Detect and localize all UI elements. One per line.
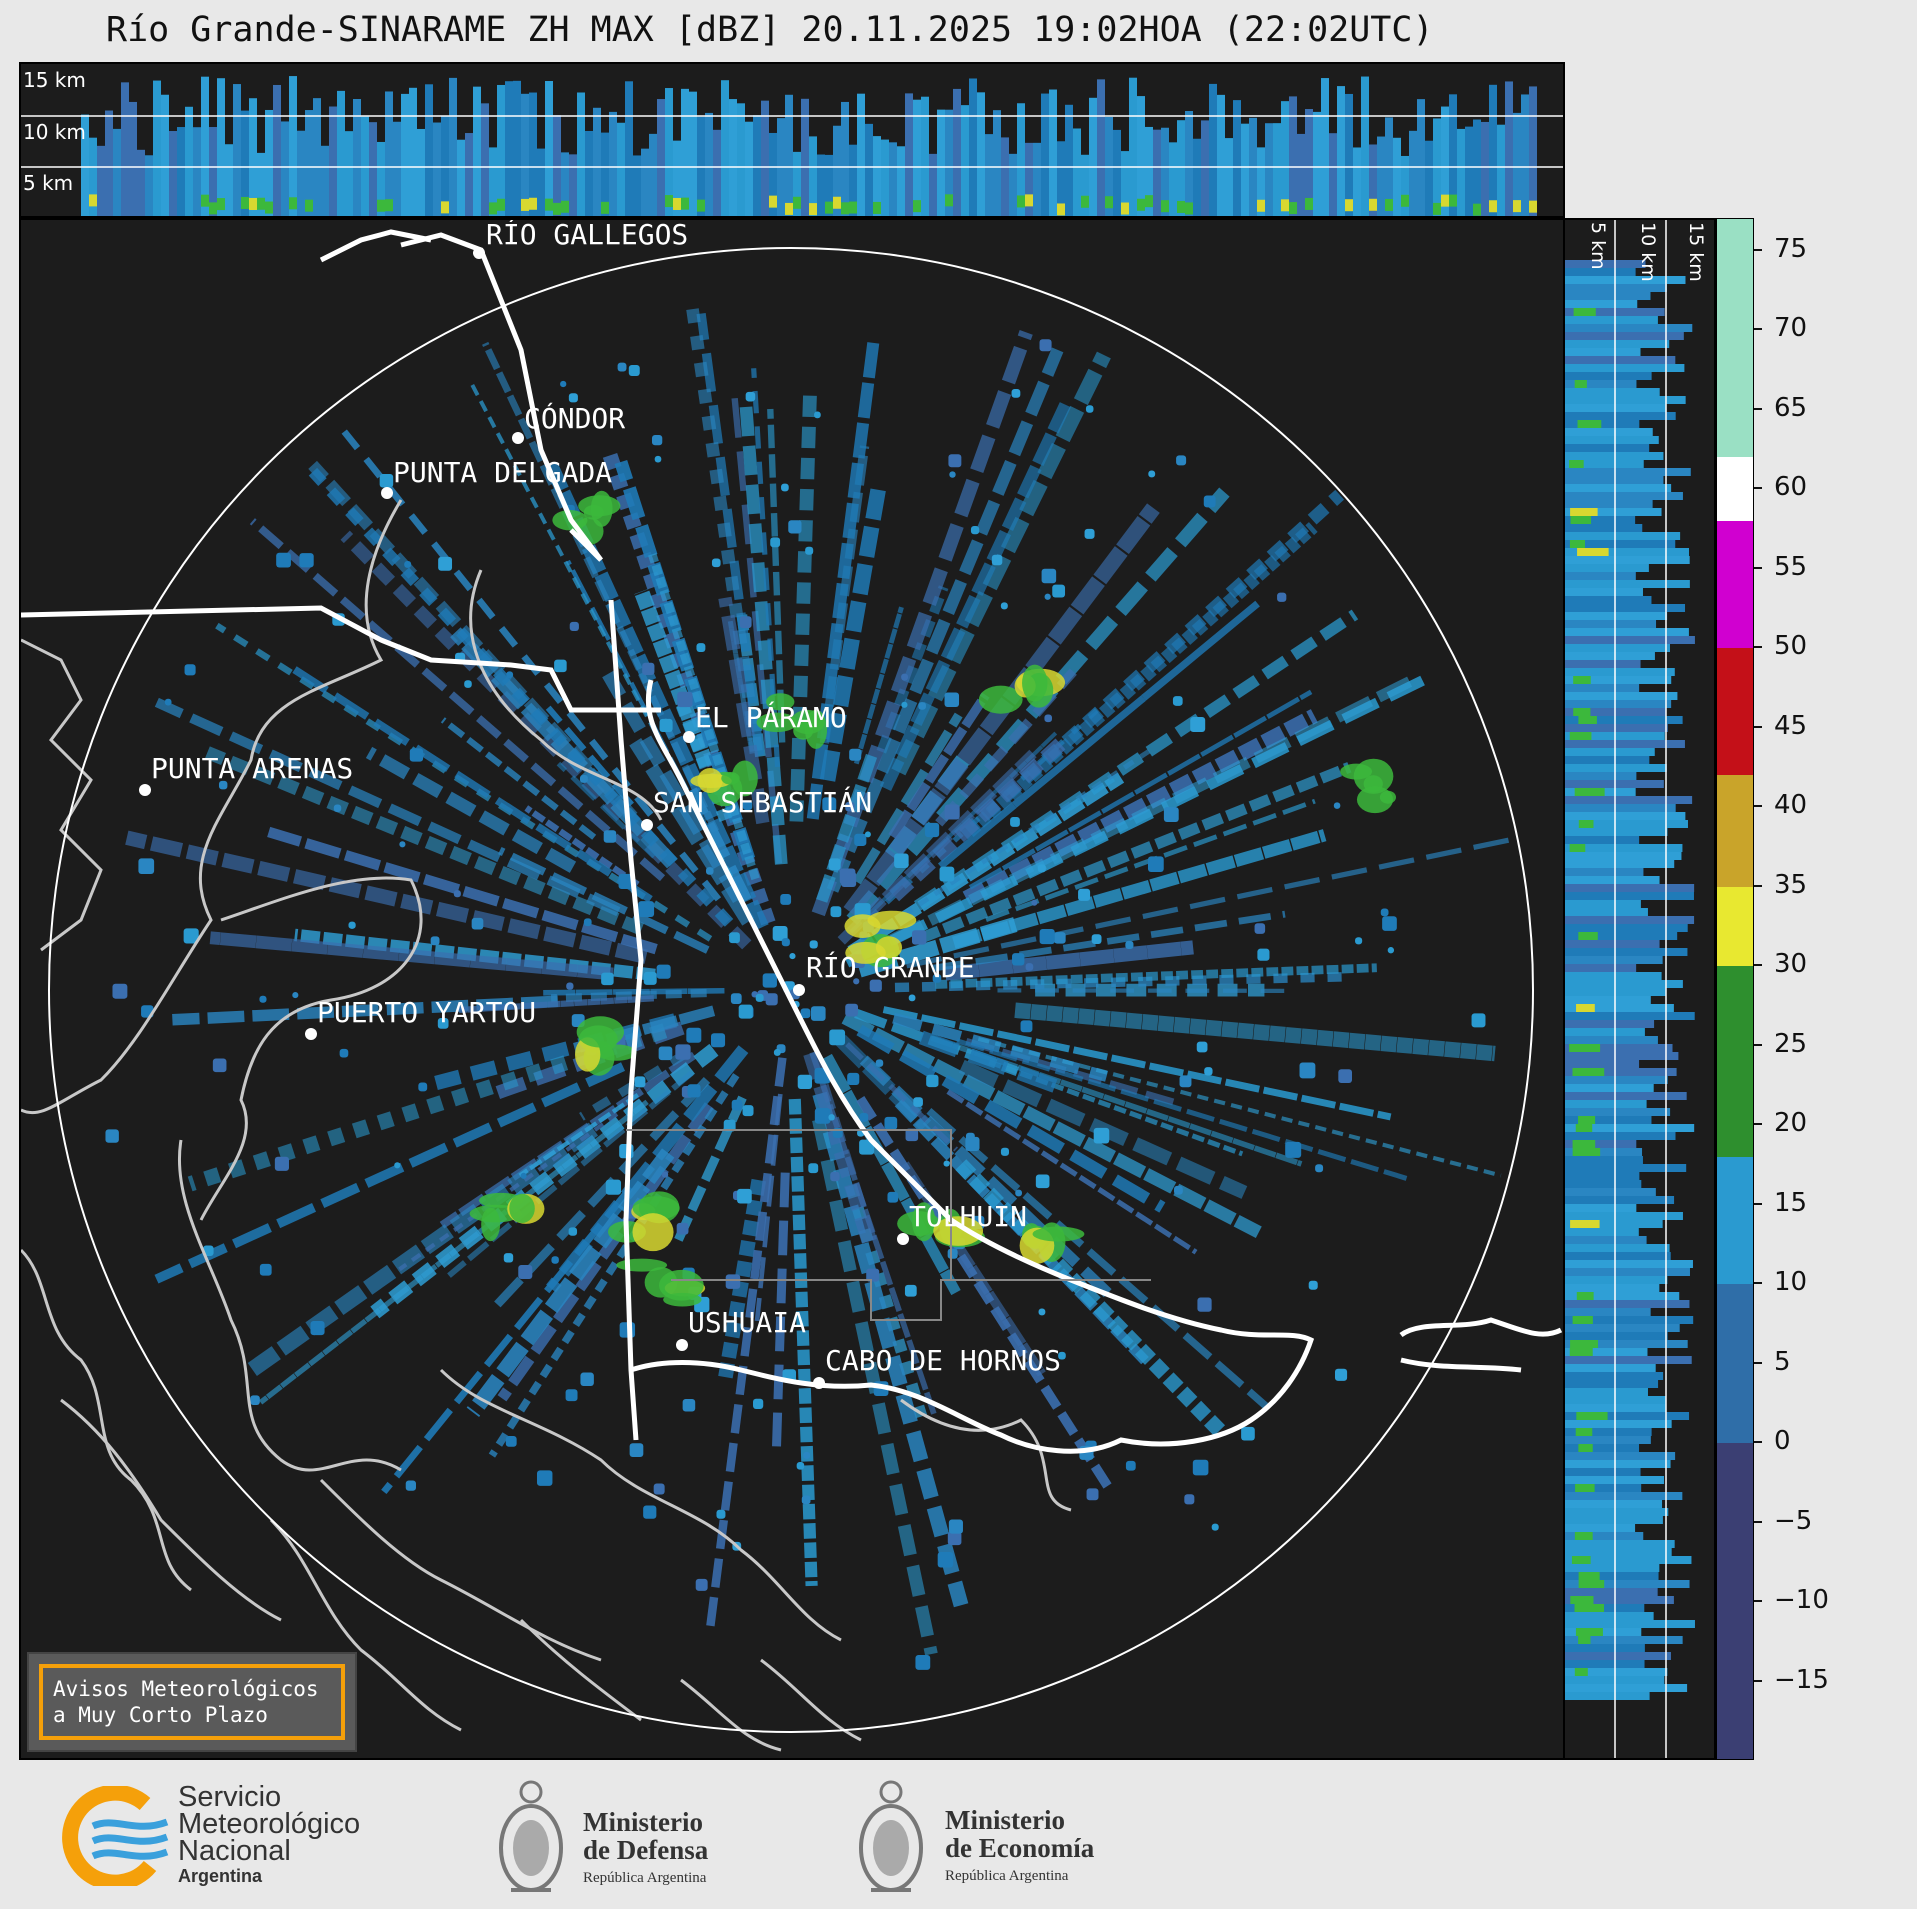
city-markers: RÍO GALLEGOS CÓNDOR PUNTA DELGADA EL PÁR…	[139, 220, 1061, 1389]
city-label-puerto-yartou: PUERTO YARTOU	[317, 996, 536, 1029]
colorbar-band	[1717, 648, 1753, 776]
colorbar-tick-label: 0	[1754, 1426, 1791, 1456]
range-ring	[48, 247, 1534, 1733]
colorbar-tick-label: −5	[1754, 1506, 1812, 1536]
city-label-tolhuin: TOLHUIN	[909, 1200, 1027, 1233]
top-alt-label-5: 5 km	[23, 171, 74, 195]
city-label-el-paramo: EL PÁRAMO	[695, 700, 847, 734]
notice-box: Avisos Meteorológicos a Muy Corto Plazo	[27, 1652, 357, 1752]
colorbar-band	[1717, 1284, 1753, 1444]
colorbar-tick-label: 25	[1754, 1029, 1807, 1059]
radar-echoes	[105, 308, 1516, 1670]
borders	[21, 229, 1563, 1454]
smn-line-4: Argentina	[178, 1866, 263, 1886]
colorbar-tick-label: −10	[1754, 1585, 1829, 1615]
top-cross-section: 15 km 10 km 5 km	[19, 62, 1565, 218]
colorbar-band	[1717, 966, 1753, 1157]
colorbar-tick-label: 65	[1754, 393, 1807, 423]
colorbar-band	[1717, 219, 1753, 458]
top-cross-section-plot	[21, 76, 1563, 217]
city-label-cabo-de-hornos: CABO DE HORNOS	[825, 1344, 1061, 1377]
colorbar-tick-label: 45	[1754, 711, 1807, 741]
radar-map-plot: RÍO GALLEGOS CÓNDOR PUNTA DELGADA EL PÁR…	[21, 220, 1563, 1752]
page-title: Río Grande-SINARAME ZH MAX [dBZ] 20.11.2…	[106, 10, 1434, 50]
economia-line-3: República Argentina	[945, 1868, 1069, 1884]
colorbar-tick-label: 30	[1754, 949, 1807, 979]
smn-line-2: Meteorológico	[178, 1808, 361, 1840]
colorbar-band	[1717, 457, 1753, 522]
colorbar-band	[1717, 886, 1753, 967]
sector-lines	[626, 1129, 1151, 1321]
colorbar-tick-label: 15	[1754, 1188, 1807, 1218]
colorbar-tick-label: 60	[1754, 472, 1807, 502]
colorbar-tick-label: 40	[1754, 790, 1807, 820]
colorbar-tick-label: 20	[1754, 1108, 1807, 1138]
economia-seal-icon	[859, 1780, 923, 1892]
smn-logo-icon	[62, 1786, 169, 1886]
side-cross-section: 5 km 10 km 15 km	[1563, 218, 1716, 1760]
defensa-line-1: Ministerio	[583, 1807, 703, 1837]
notice-line-1: Avisos Meteorológicos	[53, 1677, 319, 1701]
side-alt-label-10: 10 km	[1637, 222, 1659, 282]
colorbar-band	[1717, 1156, 1753, 1285]
colorbar-tick-label: 70	[1754, 313, 1807, 343]
colorbar-tick-label: 10	[1754, 1267, 1807, 1297]
city-label-condor: CÓNDOR	[524, 401, 625, 435]
city-label-punta-arenas: PUNTA ARENAS	[151, 752, 353, 785]
top-alt-label-10: 10 km	[23, 120, 86, 144]
colorbar	[1716, 218, 1754, 1760]
smn-line-1: Servicio	[178, 1781, 282, 1813]
city-label-san-sebastian: SAN SEBASTIÁN	[653, 785, 872, 819]
city-label-rio-grande: RÍO GRANDE	[806, 950, 975, 984]
smn-line-3: Nacional	[178, 1835, 291, 1867]
colorbar-band	[1717, 775, 1753, 887]
economia-line-2: de Economía	[945, 1833, 1095, 1863]
coastlines	[21, 499, 1072, 1752]
top-alt-label-15: 15 km	[23, 68, 86, 92]
colorbar-tick-label: −15	[1754, 1665, 1829, 1695]
city-label-ushuaia: USHUAIA	[688, 1306, 806, 1339]
defensa-line-3: República Argentina	[583, 1870, 707, 1886]
colorbar-tick-label: 35	[1754, 870, 1807, 900]
side-alt-label-5: 5 km	[1587, 222, 1609, 270]
colorbar-tick-label: 50	[1754, 631, 1807, 661]
defensa-line-2: de Defensa	[583, 1835, 709, 1865]
colorbar-band	[1717, 521, 1753, 649]
colorbar-tick-label: 55	[1754, 552, 1807, 582]
footer-logos: Servicio Meteorológico Nacional Argentin…	[0, 1768, 1917, 1909]
city-label-punta-delgada: PUNTA DELGADA	[393, 456, 612, 489]
colorbar-band	[1717, 1443, 1753, 1759]
colorbar-tick-label: 5	[1754, 1347, 1791, 1377]
side-cross-section-plot	[1565, 220, 1695, 1758]
city-label-rio-gallegos: RÍO GALLEGOS	[486, 220, 688, 251]
side-alt-label-15: 15 km	[1685, 222, 1707, 282]
defensa-seal-icon	[499, 1780, 563, 1892]
economia-line-1: Ministerio	[945, 1805, 1065, 1835]
notice-line-2: a Muy Corto Plazo	[53, 1703, 268, 1727]
colorbar-tick-label: 75	[1754, 234, 1807, 264]
radar-map[interactable]: RÍO GALLEGOS CÓNDOR PUNTA DELGADA EL PÁR…	[19, 218, 1565, 1760]
